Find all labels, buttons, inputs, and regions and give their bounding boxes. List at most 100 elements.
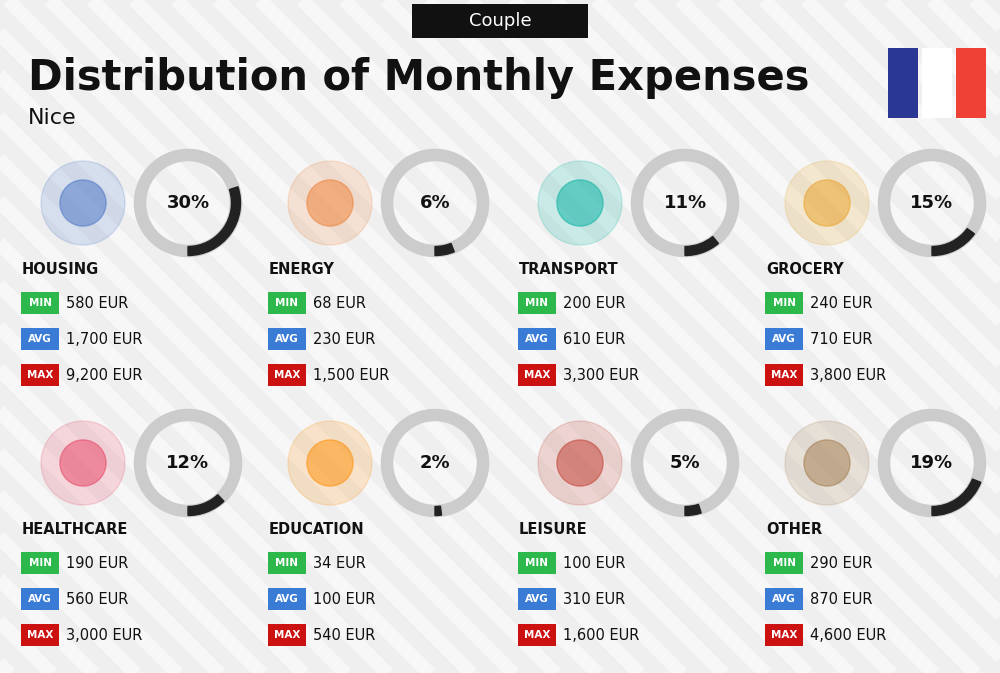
Text: EDUCATION: EDUCATION — [269, 522, 365, 538]
Wedge shape — [932, 479, 981, 516]
Text: AVG: AVG — [772, 334, 796, 344]
FancyBboxPatch shape — [268, 328, 306, 350]
Text: HOUSING: HOUSING — [22, 262, 99, 277]
Text: 11%: 11% — [663, 194, 707, 212]
Text: MIN: MIN — [276, 558, 298, 568]
Text: 200 EUR: 200 EUR — [563, 295, 626, 310]
Wedge shape — [188, 187, 240, 256]
Text: MIN: MIN — [772, 558, 796, 568]
Text: 2%: 2% — [420, 454, 450, 472]
Wedge shape — [932, 229, 974, 256]
FancyBboxPatch shape — [518, 624, 556, 646]
Text: MAX: MAX — [27, 630, 53, 640]
FancyBboxPatch shape — [765, 328, 803, 350]
Text: MAX: MAX — [274, 630, 300, 640]
FancyBboxPatch shape — [21, 292, 59, 314]
Circle shape — [41, 161, 125, 245]
Text: 3,000 EUR: 3,000 EUR — [66, 627, 142, 643]
Text: Distribution of Monthly Expenses: Distribution of Monthly Expenses — [28, 57, 810, 99]
FancyBboxPatch shape — [765, 588, 803, 610]
Text: GROCERY: GROCERY — [766, 262, 844, 277]
FancyBboxPatch shape — [518, 364, 556, 386]
Text: AVG: AVG — [275, 594, 299, 604]
FancyBboxPatch shape — [888, 48, 918, 118]
FancyBboxPatch shape — [765, 552, 803, 574]
FancyBboxPatch shape — [21, 328, 59, 350]
Text: 1,700 EUR: 1,700 EUR — [66, 332, 143, 347]
Circle shape — [804, 440, 850, 486]
Circle shape — [60, 180, 106, 226]
Text: 68 EUR: 68 EUR — [313, 295, 366, 310]
Text: OTHER: OTHER — [766, 522, 822, 538]
Text: 9,200 EUR: 9,200 EUR — [66, 367, 143, 382]
Text: LEISURE: LEISURE — [519, 522, 588, 538]
Text: MAX: MAX — [771, 630, 797, 640]
FancyBboxPatch shape — [518, 588, 556, 610]
Text: 15%: 15% — [910, 194, 954, 212]
Text: 34 EUR: 34 EUR — [313, 555, 366, 571]
Text: MIN: MIN — [28, 558, 52, 568]
Text: 230 EUR: 230 EUR — [313, 332, 375, 347]
Circle shape — [60, 440, 106, 486]
Text: 19%: 19% — [910, 454, 954, 472]
Text: 6%: 6% — [420, 194, 450, 212]
Text: MIN: MIN — [526, 558, 548, 568]
FancyBboxPatch shape — [765, 624, 803, 646]
Text: MIN: MIN — [526, 298, 548, 308]
Text: AVG: AVG — [525, 334, 549, 344]
FancyBboxPatch shape — [268, 624, 306, 646]
Text: 870 EUR: 870 EUR — [810, 592, 872, 606]
FancyBboxPatch shape — [21, 624, 59, 646]
Circle shape — [307, 180, 353, 226]
Circle shape — [557, 180, 603, 226]
Text: 4,600 EUR: 4,600 EUR — [810, 627, 886, 643]
Circle shape — [288, 421, 372, 505]
FancyBboxPatch shape — [268, 364, 306, 386]
Text: AVG: AVG — [772, 594, 796, 604]
Text: Nice: Nice — [28, 108, 77, 128]
Text: AVG: AVG — [28, 334, 52, 344]
FancyBboxPatch shape — [412, 4, 588, 38]
FancyBboxPatch shape — [518, 292, 556, 314]
Text: AVG: AVG — [28, 594, 52, 604]
Circle shape — [557, 440, 603, 486]
Circle shape — [288, 161, 372, 245]
Text: 100 EUR: 100 EUR — [313, 592, 376, 606]
Text: MAX: MAX — [771, 370, 797, 380]
Text: 540 EUR: 540 EUR — [313, 627, 375, 643]
Wedge shape — [685, 504, 701, 516]
Text: 190 EUR: 190 EUR — [66, 555, 128, 571]
FancyBboxPatch shape — [956, 48, 986, 118]
Text: 12%: 12% — [166, 454, 210, 472]
FancyBboxPatch shape — [21, 552, 59, 574]
Text: MAX: MAX — [524, 630, 550, 640]
FancyBboxPatch shape — [922, 48, 952, 118]
Text: 290 EUR: 290 EUR — [810, 555, 872, 571]
FancyBboxPatch shape — [765, 364, 803, 386]
Circle shape — [538, 161, 622, 245]
FancyBboxPatch shape — [268, 552, 306, 574]
Wedge shape — [685, 236, 718, 256]
Text: 610 EUR: 610 EUR — [563, 332, 625, 347]
FancyBboxPatch shape — [518, 328, 556, 350]
Text: Couple: Couple — [469, 12, 531, 30]
Wedge shape — [435, 244, 454, 256]
Text: 1,600 EUR: 1,600 EUR — [563, 627, 639, 643]
Text: MIN: MIN — [276, 298, 298, 308]
Circle shape — [785, 161, 869, 245]
Circle shape — [307, 440, 353, 486]
FancyBboxPatch shape — [268, 588, 306, 610]
Text: 3,300 EUR: 3,300 EUR — [563, 367, 639, 382]
Text: 710 EUR: 710 EUR — [810, 332, 872, 347]
FancyBboxPatch shape — [518, 552, 556, 574]
Text: MAX: MAX — [524, 370, 550, 380]
Text: 1,500 EUR: 1,500 EUR — [313, 367, 389, 382]
Text: 240 EUR: 240 EUR — [810, 295, 872, 310]
Circle shape — [41, 421, 125, 505]
Text: 560 EUR: 560 EUR — [66, 592, 128, 606]
Text: 5%: 5% — [670, 454, 700, 472]
Text: 100 EUR: 100 EUR — [563, 555, 626, 571]
Text: HEALTHCARE: HEALTHCARE — [22, 522, 128, 538]
Text: MIN: MIN — [772, 298, 796, 308]
Text: MIN: MIN — [28, 298, 52, 308]
